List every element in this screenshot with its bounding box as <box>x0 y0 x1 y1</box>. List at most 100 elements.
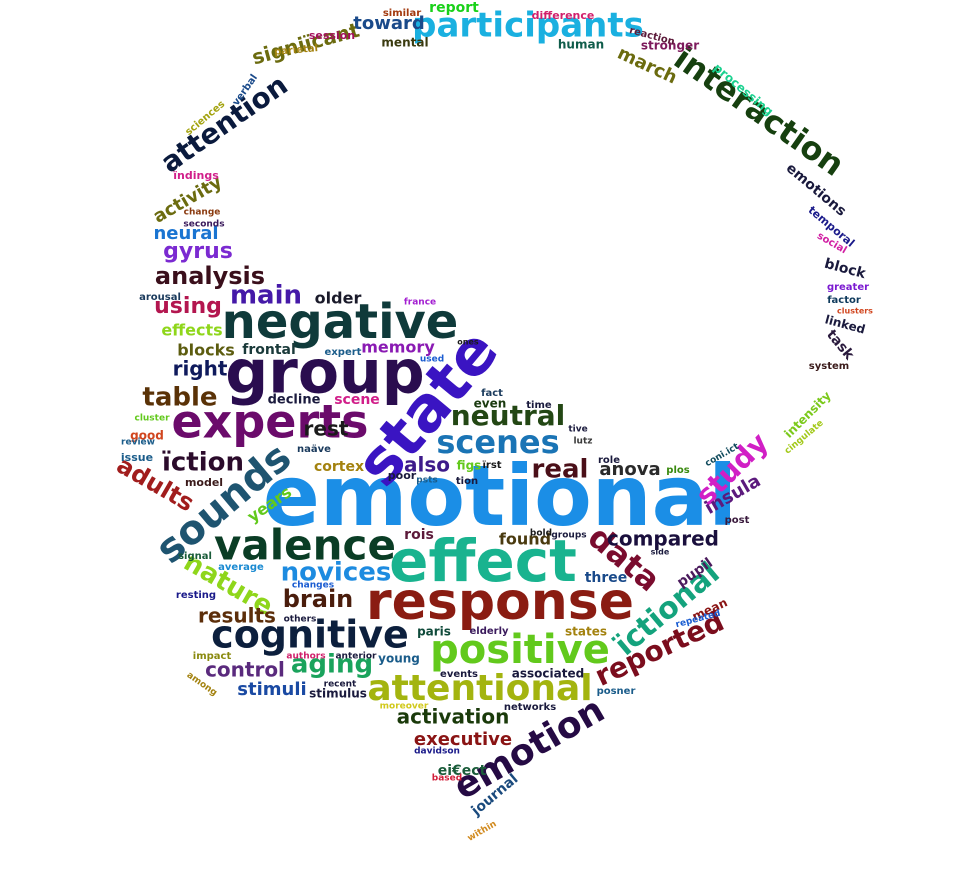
cloud-word: ïction <box>162 448 244 478</box>
cloud-word: ïndings <box>173 169 219 182</box>
cloud-word: authors <box>286 652 325 662</box>
cloud-word: novices <box>281 558 392 588</box>
cloud-word: seconds <box>183 220 224 230</box>
cloud-word: neural <box>153 223 218 244</box>
cloud-word: response <box>366 572 634 632</box>
cloud-word: events <box>440 669 478 680</box>
cloud-word: block <box>823 256 868 283</box>
cloud-word: states <box>565 625 607 639</box>
cloud-word: groups <box>551 531 586 541</box>
cloud-word: within <box>466 819 498 843</box>
cloud-word: right <box>173 357 228 381</box>
cloud-word: similar <box>383 8 421 19</box>
cloud-word: post <box>725 515 750 526</box>
cloud-word: system <box>809 361 849 372</box>
cloud-word: aging <box>291 650 373 680</box>
cloud-word: recent <box>324 680 357 690</box>
cloud-word: also <box>404 453 450 477</box>
cloud-word: scene <box>334 392 380 408</box>
cloud-word: used <box>420 355 444 365</box>
cloud-word: real <box>532 455 589 485</box>
cloud-word: human <box>558 38 604 52</box>
cloud-word: posner <box>597 686 636 697</box>
cloud-word: older <box>315 289 362 308</box>
cloud-word: effects <box>161 321 222 340</box>
cloud-word: results <box>198 604 276 628</box>
cloud-word: clusters <box>837 307 873 316</box>
cloud-word: executive <box>414 729 512 750</box>
cloud-word: ïrst <box>482 460 501 471</box>
cloud-word: rois <box>404 527 434 543</box>
cloud-word: cortex <box>314 459 364 475</box>
cloud-word: compared <box>607 527 719 551</box>
cloud-word: fact <box>481 388 503 399</box>
cloud-word: analysis <box>155 262 265 290</box>
cloud-word: stimulus <box>309 687 367 701</box>
cloud-word: role <box>598 455 620 466</box>
cloud-word: difference <box>532 9 595 22</box>
cloud-word: naäve <box>297 444 331 455</box>
cloud-word: stimuli <box>237 679 306 700</box>
cloud-word: parietal <box>274 43 319 58</box>
cloud-word: figs <box>457 459 482 473</box>
cloud-word: mental <box>381 36 428 50</box>
cloud-word: elderly <box>469 626 509 637</box>
cloud-word: attention <box>155 68 294 179</box>
cloud-word: based <box>432 774 462 784</box>
cloud-word: blocks <box>177 341 235 360</box>
cloud-word: three <box>585 570 628 586</box>
cloud-word: even <box>474 397 507 411</box>
cloud-word: factor <box>827 295 861 306</box>
cloud-word: session <box>309 29 355 42</box>
cloud-word: frontal <box>242 342 296 358</box>
cloud-word: changes <box>292 581 334 591</box>
cloud-word: france <box>404 298 436 308</box>
cloud-word: main <box>230 281 302 311</box>
cloud-word: tion <box>456 476 478 487</box>
cloud-word: moreover <box>380 702 429 712</box>
cloud-word: using <box>154 294 222 319</box>
cloud-word: young <box>378 652 420 666</box>
cloud-word: found <box>499 530 551 549</box>
cloud-word: review <box>121 438 155 448</box>
cloud-word: report <box>429 0 479 16</box>
cloud-word: cluster <box>134 414 170 424</box>
cloud-word: stronger <box>641 39 699 53</box>
cloud-word: neutral <box>451 399 566 432</box>
cloud-word: memory <box>361 338 435 357</box>
cloud-word: table <box>142 383 217 413</box>
cloud-word: paris <box>417 625 451 639</box>
cloud-word: attentional <box>367 668 592 709</box>
cloud-word: gyrus <box>163 239 233 264</box>
cloud-word: associated <box>512 667 584 681</box>
cloud-word: greater <box>827 282 869 293</box>
cloud-word: positive <box>430 627 610 673</box>
cloud-word: group <box>225 338 424 408</box>
cloud-word: average <box>218 562 264 573</box>
cloud-word: cognitive <box>211 613 409 657</box>
cloud-word: rest <box>304 417 349 441</box>
cloud-word: brain <box>283 585 354 613</box>
cloud-word: ones <box>457 338 479 347</box>
cloud-word: resting <box>176 590 216 601</box>
cloud-word: davidson <box>414 747 460 757</box>
cloud-word: impact <box>193 651 232 662</box>
word-cloud-words: emotionalstategroupnegativeexpertseffect… <box>112 0 873 844</box>
cloud-word: poor <box>388 469 417 482</box>
cloud-word: emotional <box>263 447 737 545</box>
cloud-word: expert <box>325 347 362 358</box>
cloud-word: participants <box>412 6 644 46</box>
cloud-word: signal <box>178 551 212 562</box>
cloud-word: model <box>185 476 223 489</box>
cloud-word: side <box>651 548 670 557</box>
cloud-word: decline <box>268 393 321 408</box>
cloud-word: control <box>205 658 285 682</box>
cloud-word: experts <box>171 395 368 449</box>
cloud-word: issue <box>121 451 153 464</box>
cloud-word: psts <box>416 476 437 486</box>
cloud-word: negative <box>222 294 459 350</box>
cloud-word: effect <box>389 527 577 595</box>
cloud-word: ei€ect <box>438 763 487 779</box>
cloud-word: networks <box>504 702 556 713</box>
